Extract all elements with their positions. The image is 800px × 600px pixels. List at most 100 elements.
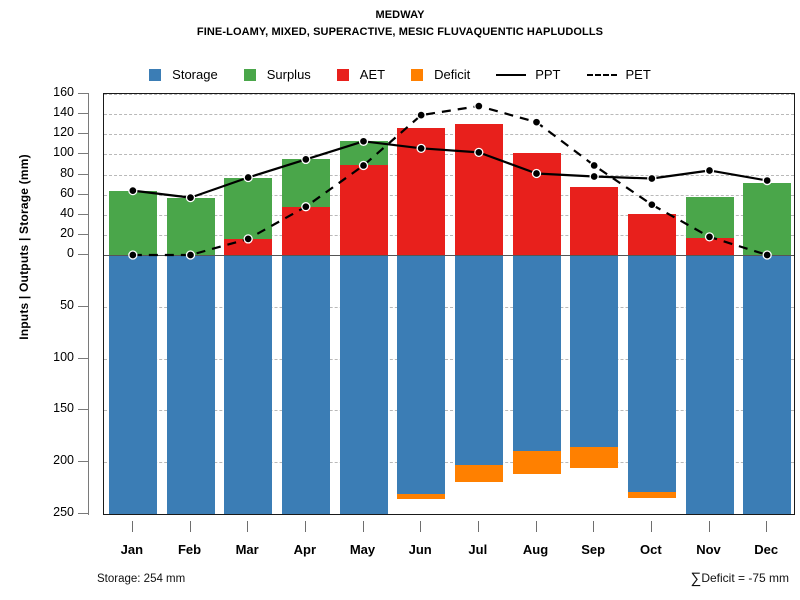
y-tick-label-upper-0: 0 — [67, 246, 74, 260]
bar-segment-deficit[interactable] — [512, 450, 561, 474]
bar-segment-storage[interactable] — [166, 255, 215, 514]
bar-segment-deficit[interactable] — [627, 492, 676, 499]
bar-group-nov[interactable] — [685, 94, 734, 514]
bar-group-mar[interactable] — [224, 94, 273, 514]
bar-segment-deficit[interactable] — [454, 465, 503, 482]
bar-segment-storage[interactable] — [685, 255, 734, 514]
x-tick-mark — [593, 521, 595, 532]
bar-group-sep[interactable] — [570, 94, 619, 514]
bar-group-oct[interactable] — [627, 94, 676, 514]
y-tick-label-lower-100: 100 — [53, 349, 74, 364]
y-tick-mark — [78, 113, 88, 115]
bar-group-jan[interactable] — [108, 94, 157, 514]
bar-segment-deficit[interactable] — [397, 494, 446, 500]
bar-segment-storage[interactable] — [743, 255, 792, 514]
deficit-total-note: ∑Deficit = -75 mm — [691, 570, 789, 587]
bar-segment-storage[interactable] — [108, 255, 157, 514]
bar-segment-aet[interactable] — [570, 186, 619, 255]
bar-segment-storage[interactable] — [570, 255, 619, 447]
y-tick-label-lower-150: 150 — [53, 401, 74, 416]
y-tick-label-upper-80: 80 — [60, 165, 74, 180]
y-tick-label-upper-40: 40 — [60, 205, 74, 220]
gridline — [104, 306, 794, 308]
legend-label: PPT — [535, 67, 561, 82]
bar-segment-surplus[interactable] — [224, 177, 273, 239]
gridline — [104, 462, 794, 464]
square-swatch-icon — [411, 68, 424, 81]
gridline — [104, 358, 794, 360]
zero-line — [104, 255, 794, 256]
gridline — [104, 410, 794, 412]
legend-item-surplus[interactable]: Surplus — [243, 67, 311, 82]
x-tick-label-nov: Nov — [696, 542, 721, 557]
bar-segment-aet[interactable] — [512, 153, 561, 255]
bar-segment-storage[interactable] — [224, 255, 273, 514]
storage-note: Storage: 254 mm — [97, 573, 186, 585]
x-tick-mark — [131, 521, 133, 532]
bar-segment-aet[interactable] — [281, 206, 330, 255]
y-tick-mark — [78, 173, 88, 175]
bar-segment-aet[interactable] — [339, 165, 388, 255]
x-tick-mark — [477, 521, 479, 532]
bar-segment-storage[interactable] — [627, 255, 676, 493]
bar-segment-storage[interactable] — [339, 255, 388, 514]
y-tick-label-upper-120: 120 — [53, 125, 74, 140]
y-tick-label-upper-20: 20 — [60, 225, 74, 240]
legend-label: Deficit — [434, 67, 471, 82]
y-tick-mark — [78, 409, 88, 411]
bar-segment-surplus[interactable] — [339, 141, 388, 166]
legend-item-deficit[interactable]: Deficit — [411, 67, 470, 82]
bar-segment-surplus[interactable] — [743, 182, 792, 255]
bar-group-aug[interactable] — [512, 94, 561, 514]
bar-segment-storage[interactable] — [397, 255, 446, 495]
y-tick-mark — [78, 133, 88, 135]
y-tick-mark — [78, 93, 88, 94]
bar-segment-surplus[interactable] — [685, 196, 734, 238]
y-axis-title: Inputs | Outputs | Storage (mm) — [17, 154, 31, 340]
x-tick-label-may: May — [349, 542, 376, 557]
legend-item-pet[interactable]: PET — [586, 67, 651, 82]
x-tick-label-sep: Sep — [581, 542, 606, 557]
legend-label: PET — [625, 67, 651, 82]
bar-group-jun[interactable] — [397, 94, 446, 514]
y-tick-label-lower-50: 50 — [60, 297, 74, 312]
y-tick-mark — [78, 305, 88, 307]
bar-group-feb[interactable] — [166, 94, 215, 514]
chart-legend: Storage Surplus AET Deficit PPT PET — [0, 67, 800, 82]
bar-group-apr[interactable] — [281, 94, 330, 514]
y-tick-mark — [78, 213, 88, 215]
bar-segment-aet[interactable] — [454, 124, 503, 255]
y-tick-mark — [78, 357, 88, 359]
y-tick-label-lower-200: 200 — [53, 453, 74, 468]
y-tick-mark — [78, 461, 88, 463]
legend-item-storage[interactable]: Storage — [149, 67, 218, 82]
bar-segment-aet[interactable] — [685, 237, 734, 255]
bar-segment-surplus[interactable] — [108, 190, 157, 255]
x-tick-mark — [535, 521, 537, 532]
bar-segment-aet[interactable] — [224, 238, 273, 255]
bar-segment-aet[interactable] — [627, 213, 676, 255]
legend-label: Surplus — [266, 67, 311, 82]
bar-segment-deficit[interactable] — [570, 446, 619, 469]
legend-label: Storage — [172, 67, 218, 82]
deficit-total-text: Deficit = -75 mm — [701, 571, 789, 585]
bar-group-jul[interactable] — [454, 94, 503, 514]
x-tick-mark — [362, 521, 364, 532]
bar-group-may[interactable] — [339, 94, 388, 514]
bar-segment-aet[interactable] — [397, 128, 446, 255]
bar-segment-surplus[interactable] — [281, 159, 330, 207]
plot-area — [103, 93, 795, 515]
bar-segment-storage[interactable] — [512, 255, 561, 451]
x-tick-label-aug: Aug — [522, 542, 549, 557]
legend-item-aet[interactable]: AET — [336, 67, 386, 82]
legend-item-ppt[interactable]: PPT — [496, 67, 561, 82]
bar-segment-surplus[interactable] — [166, 197, 215, 255]
y-tick-mark — [78, 153, 88, 155]
bar-group-dec[interactable] — [743, 94, 792, 514]
bar-segment-storage[interactable] — [454, 255, 503, 466]
y-tick-mark — [78, 233, 88, 235]
y-tick-mark — [78, 193, 88, 195]
square-swatch-icon — [243, 68, 256, 81]
bar-segment-storage[interactable] — [281, 255, 330, 514]
legend-label: AET — [359, 67, 386, 82]
